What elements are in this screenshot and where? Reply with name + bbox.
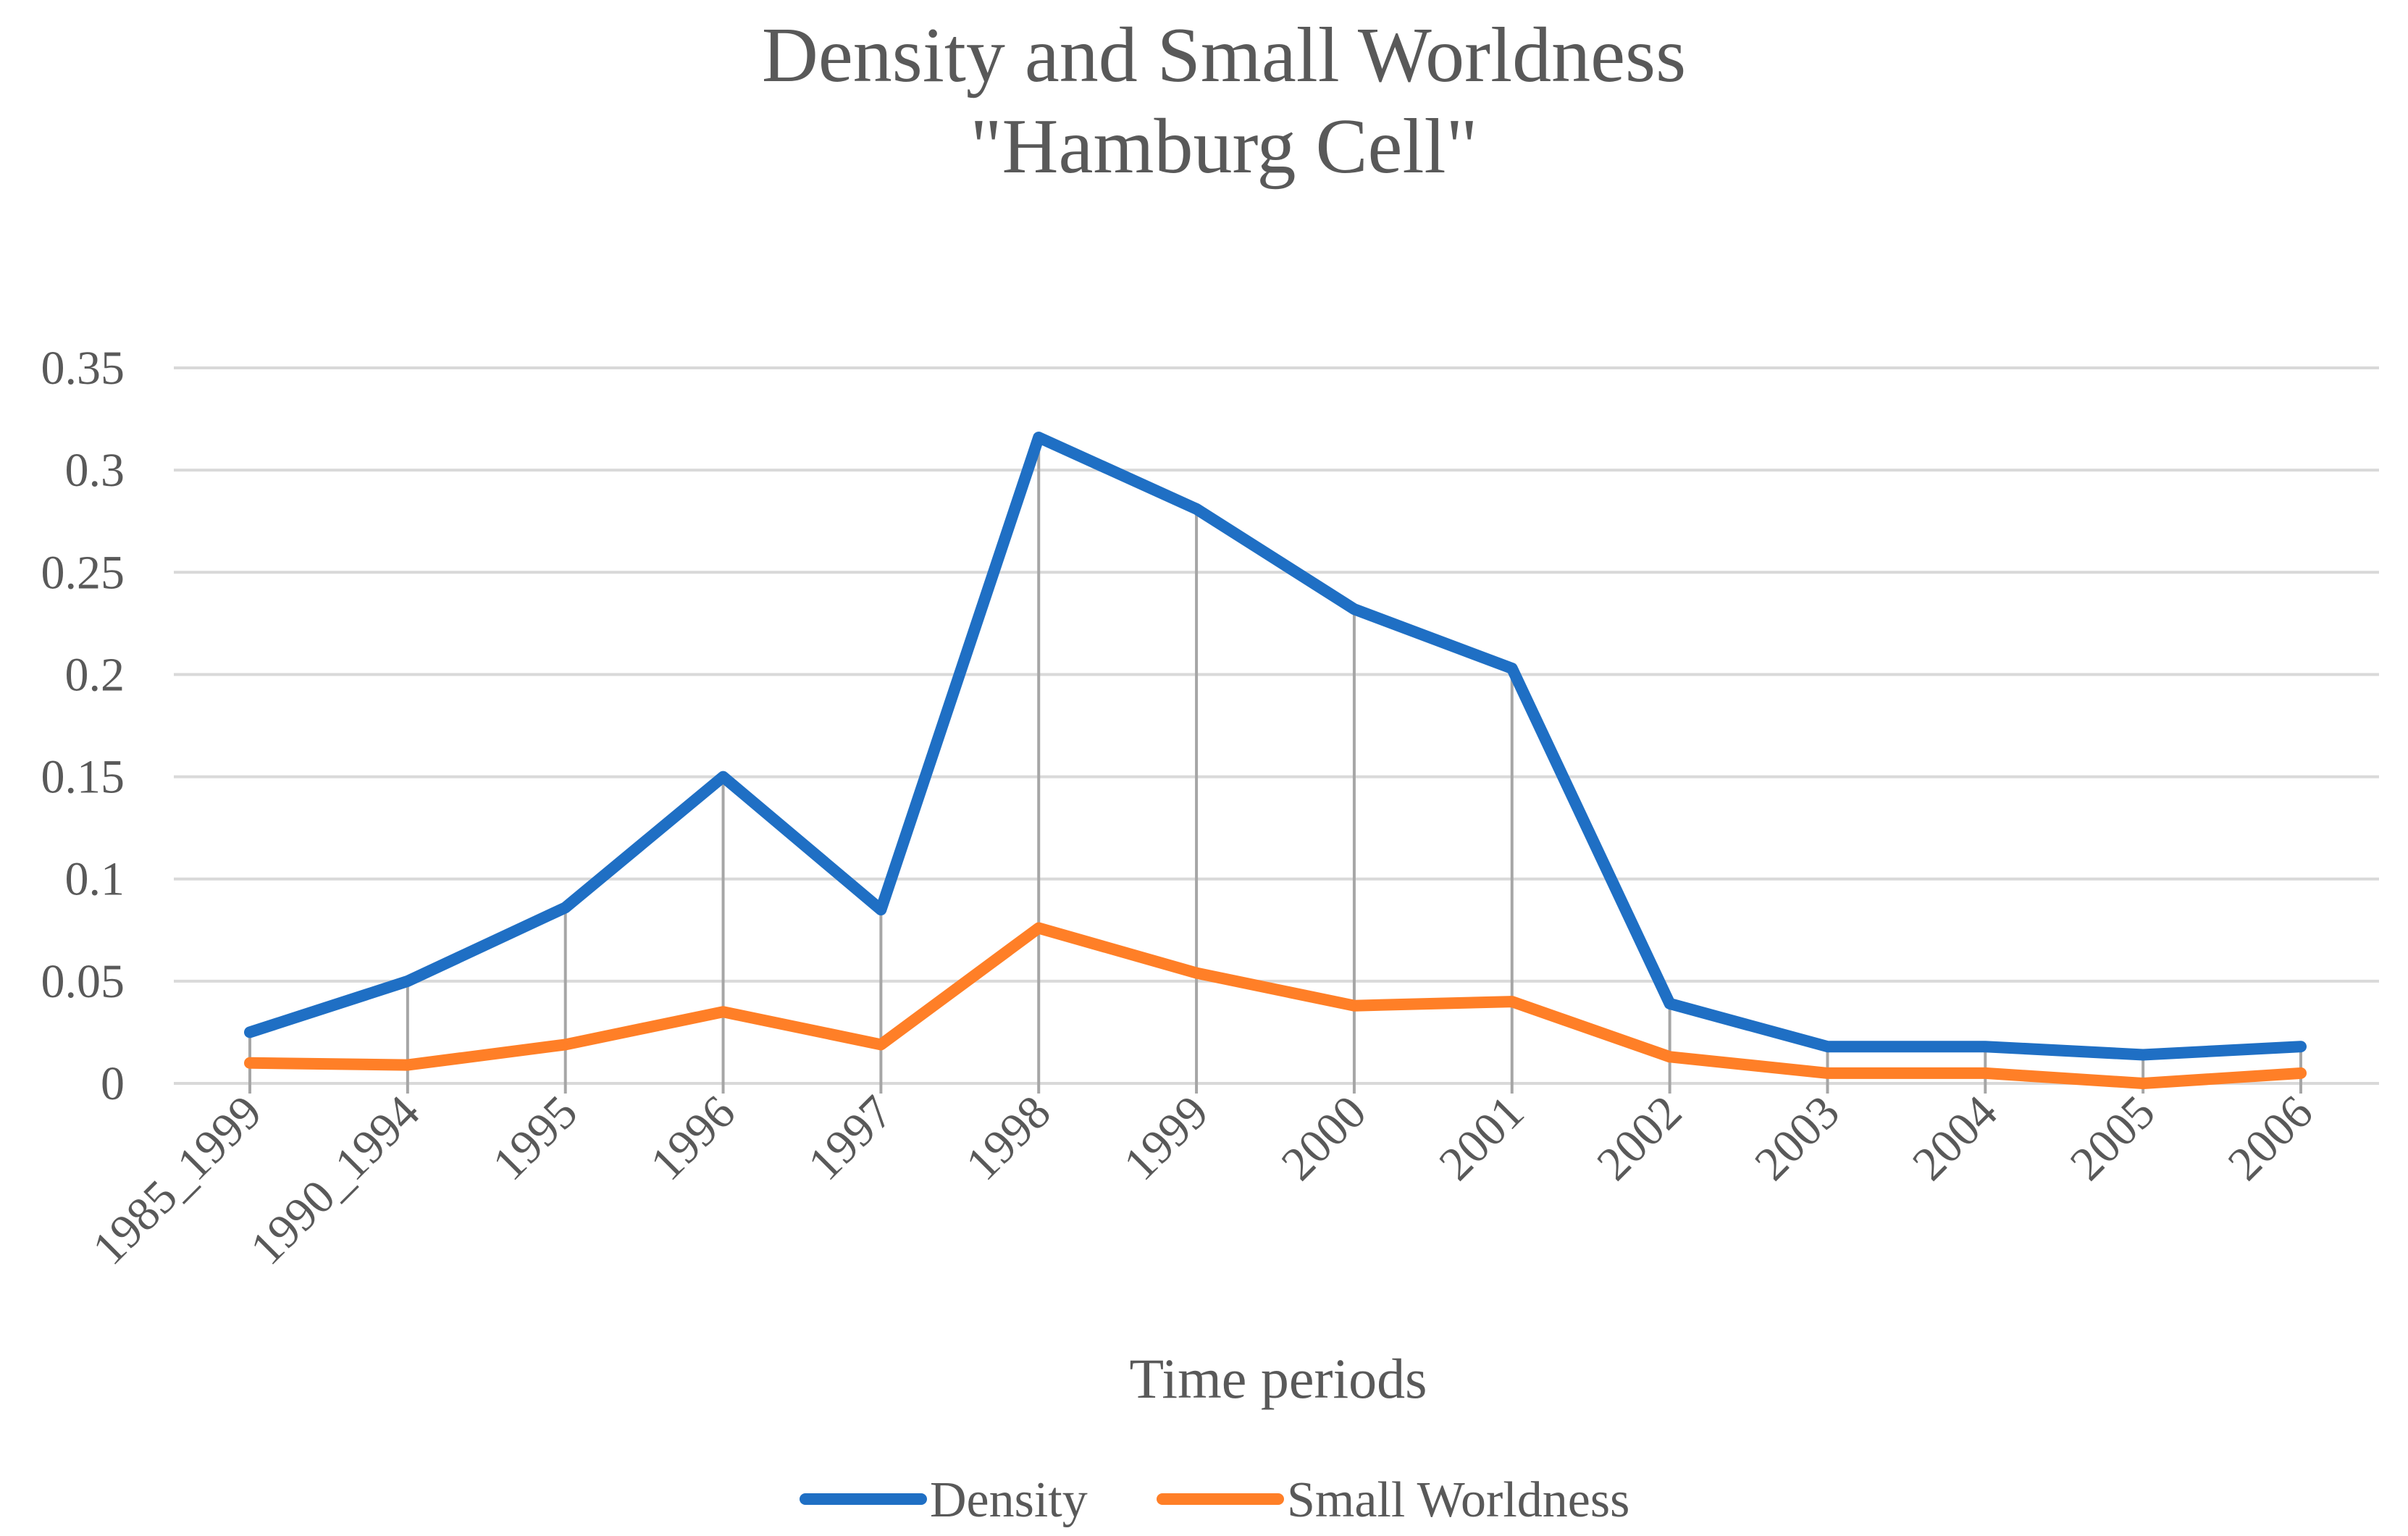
series-lines bbox=[244, 432, 2307, 1089]
x-tick-label: 2002 bbox=[1587, 1086, 1692, 1191]
x-tick-label: 1998 bbox=[956, 1086, 1061, 1191]
legend-label-small-worldness: Small Worldness bbox=[1287, 1472, 1629, 1528]
data-point bbox=[721, 774, 726, 779]
y-tick-label: 0.1 bbox=[65, 853, 125, 906]
data-point bbox=[2141, 1052, 2146, 1057]
data-point bbox=[1036, 435, 1041, 440]
x-tick-label: 1999 bbox=[1114, 1086, 1219, 1191]
drop-lines bbox=[248, 437, 2302, 1094]
data-point bbox=[2141, 1081, 2146, 1086]
legend: Density Small Worldness bbox=[800, 1472, 1629, 1528]
data-point bbox=[878, 907, 884, 912]
data-point bbox=[1983, 1044, 1988, 1049]
x-axis-title: Time periods bbox=[1130, 1347, 1427, 1410]
x-tick-label: 2005 bbox=[2060, 1086, 2165, 1191]
y-axis-ticks: 0 0.05 0.1 0.15 0.2 0.25 0.3 0.35 bbox=[41, 342, 125, 1110]
data-point bbox=[878, 1042, 884, 1047]
x-tick-label: 1990_1994 bbox=[240, 1086, 430, 1275]
y-tick-label: 0.05 bbox=[41, 955, 125, 1008]
data-point bbox=[1667, 1054, 1672, 1059]
data-point bbox=[563, 905, 568, 910]
data-point bbox=[1194, 506, 1199, 511]
data-point bbox=[1983, 1070, 1988, 1075]
data-point bbox=[1351, 1003, 1356, 1008]
y-tick-label: 0.2 bbox=[65, 648, 125, 701]
data-point bbox=[405, 1062, 410, 1067]
data-point bbox=[248, 1030, 252, 1035]
chart-title-line-2: "Hamburg Cell" bbox=[970, 104, 1477, 190]
y-tick-label: 0 bbox=[101, 1057, 125, 1110]
y-tick-label: 0.3 bbox=[65, 444, 125, 497]
y-tick-label: 0.35 bbox=[41, 342, 125, 395]
data-point bbox=[563, 1042, 568, 1047]
series-line-density bbox=[244, 432, 2307, 1061]
x-tick-label: 2003 bbox=[1745, 1086, 1850, 1191]
chart-title-line-1: Density and Small Worldness bbox=[762, 12, 1686, 98]
y-tick-label: 0.25 bbox=[41, 546, 125, 599]
data-point bbox=[248, 1060, 252, 1065]
data-point bbox=[405, 978, 410, 983]
x-tick-label: 2006 bbox=[2218, 1086, 2323, 1191]
x-tick-label: 1985_1999 bbox=[83, 1086, 272, 1275]
gridlines bbox=[174, 366, 2379, 1085]
x-tick-label: 2001 bbox=[1429, 1086, 1534, 1191]
x-tick-label: 2000 bbox=[1272, 1086, 1377, 1191]
data-point bbox=[1825, 1070, 1830, 1075]
data-point bbox=[1825, 1044, 1830, 1049]
data-point bbox=[1667, 1001, 1672, 1006]
x-tick-label: 2004 bbox=[1903, 1086, 2008, 1191]
data-point bbox=[1509, 999, 1514, 1004]
y-tick-label: 0.15 bbox=[41, 751, 125, 804]
x-tick-label: 1995 bbox=[482, 1086, 587, 1191]
x-tick-label: 1997 bbox=[798, 1086, 903, 1191]
x-tick-label: 1996 bbox=[640, 1086, 745, 1191]
legend-label-density: Density bbox=[930, 1472, 1088, 1528]
series-line-small-worldness bbox=[244, 922, 2307, 1089]
data-point bbox=[721, 1010, 726, 1015]
data-point bbox=[1036, 926, 1041, 931]
data-point bbox=[1194, 970, 1199, 975]
data-point bbox=[1351, 607, 1356, 612]
data-point bbox=[2299, 1044, 2303, 1049]
data-point bbox=[2299, 1070, 2303, 1075]
data-point bbox=[1509, 666, 1514, 671]
